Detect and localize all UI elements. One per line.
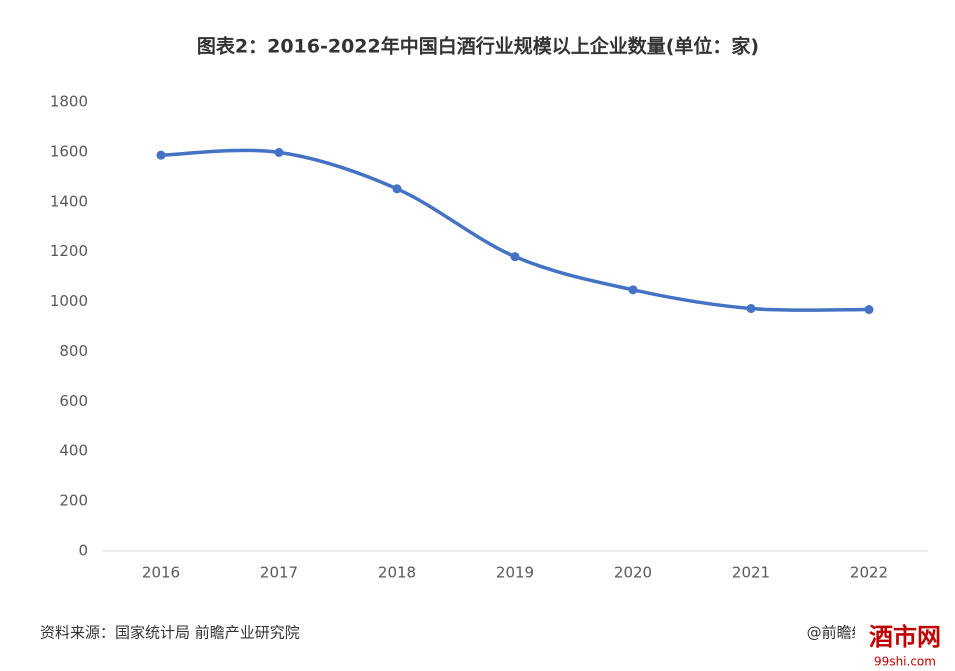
y-tick-label: 200: [59, 492, 88, 510]
data-point: [274, 147, 284, 157]
x-tick-label: 2019: [496, 564, 534, 582]
data-point: [864, 305, 874, 315]
x-tick-label: 2018: [378, 564, 416, 582]
logo-url: 99shi.com: [874, 655, 936, 669]
y-tick-label: 1800: [50, 93, 88, 111]
series-line: [160, 148, 870, 312]
x-tick-label: 2021: [732, 564, 770, 582]
x-tick-label: 2017: [260, 564, 298, 582]
data-point: [392, 184, 402, 194]
x-tick-label: 2016: [142, 564, 180, 582]
source-note: 资料来源：国家统计局 前瞻产业研究院: [40, 624, 300, 642]
y-tick-label: 600: [59, 392, 88, 410]
logo-bg: [855, 620, 955, 671]
logo: 酒市网: [869, 623, 941, 651]
data-point: [510, 252, 520, 262]
y-tick-label: 1400: [50, 192, 88, 210]
data-point: [156, 150, 166, 160]
x-tick-label: 2022: [850, 564, 888, 582]
y-tick-label: 400: [59, 442, 88, 460]
y-tick-label: 1600: [50, 142, 88, 160]
data-point: [746, 304, 756, 314]
x-tick-label: 2020: [614, 564, 652, 582]
chart-title: 图表2：2016-2022年中国白酒行业规模以上企业数量(单位：家): [197, 35, 759, 58]
y-tick-label: 800: [59, 342, 88, 360]
y-tick-label: 0: [78, 542, 88, 560]
data-point: [628, 285, 638, 295]
y-tick-label: 1000: [50, 292, 88, 310]
y-tick-label: 1200: [50, 242, 88, 260]
